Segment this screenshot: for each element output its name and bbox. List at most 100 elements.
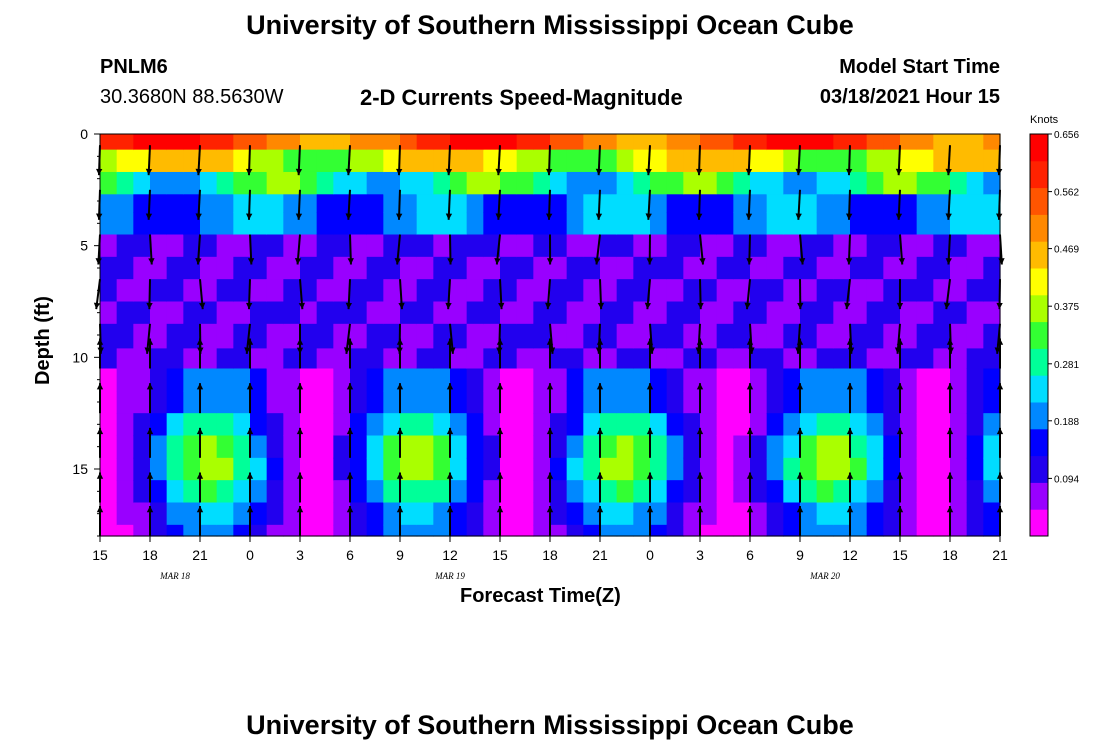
heatmap-cell [783,171,801,195]
heatmap-cell [283,149,301,173]
heatmap-cell [300,390,318,414]
station-coords: 30.3680N 88.5630W [100,86,284,108]
heatmap-cell [983,256,1001,280]
vector-arrowhead [495,213,502,220]
heatmap-cell [316,457,334,481]
heatmap-cell [850,171,868,195]
heatmap-cell [900,234,918,258]
heatmap-cell [966,301,984,325]
vector-arrowhead [195,168,202,176]
heatmap-cell [366,413,384,437]
vector-arrowhead [346,427,354,435]
heatmap-cell [150,524,168,537]
vector-arrowhead [245,302,253,310]
heatmap-cell [666,368,684,392]
heatmap-cell [400,435,418,459]
heatmap-cell [583,368,601,392]
heatmap-cell [900,502,918,526]
colorbar-swatch [1030,294,1048,323]
heatmap-cell [966,171,984,195]
x-tick-label: 9 [796,547,804,563]
heatmap-cell [583,212,601,236]
heatmap-cell [116,524,134,537]
vector-arrowhead [246,427,254,435]
heatmap-cell [550,480,568,504]
heatmap-cell [133,457,151,481]
heatmap-cell [250,323,268,349]
heatmap-cell [333,368,351,392]
vector-arrowhead [597,302,605,310]
heatmap-cell [133,256,151,280]
heatmap-cell [650,348,668,370]
heatmap-cell [683,390,701,414]
heatmap-cell [250,390,268,414]
colorbar-swatch [1030,455,1048,483]
heatmap-cell [566,323,584,349]
heatmap-cell [966,502,984,526]
heatmap-cell [166,234,184,258]
vector-arrowhead [946,338,954,345]
heatmap-cell [866,524,884,537]
heatmap-cell [516,149,534,173]
heatmap-cell [350,390,368,414]
vector-arrowhead [346,506,354,513]
heatmap-cell [300,134,318,151]
heatmap-cell [466,323,484,349]
heatmap-cell [166,323,184,349]
heatmap-cell [333,524,351,537]
heatmap-cell [383,348,401,370]
heatmap-cell [833,524,851,537]
heatmap-cell [750,194,768,213]
heatmap-cell [466,435,484,459]
heatmap-cell [583,390,601,414]
heatmap-cell [566,435,584,459]
heatmap-cell [733,149,751,173]
heatmap-cell [916,323,934,349]
heatmap-cell [350,301,368,325]
heatmap-cell [516,256,534,280]
heatmap-cell [483,234,501,258]
vector-arrowhead [844,302,851,310]
heatmap-cell [233,457,251,481]
heatmap-cell [950,134,968,151]
heatmap-cell [216,301,234,325]
vector-arrowhead [244,347,251,354]
heatmap-cell [816,234,834,258]
heatmap-cell [133,368,151,392]
heatmap-cell [166,435,184,459]
heatmap-cell [833,390,851,414]
vector-arrowhead [596,338,604,345]
heatmap-cell [466,348,484,370]
vector-arrowhead [945,168,952,176]
vector-arrowhead [246,338,254,345]
heatmap-cell [833,171,851,195]
heatmap-cell [600,171,618,195]
vector-arrowhead [645,168,652,176]
heatmap-cell [333,457,351,481]
heatmap-cell [966,390,984,414]
heatmap-cell [733,480,751,504]
heatmap-cell [150,435,168,459]
vector-arrowhead [696,383,704,390]
heatmap-cell [333,279,351,303]
heatmap-cell [616,413,634,437]
heatmap-cell [366,390,384,414]
heatmap-cell [700,149,718,173]
vector-arrowhead [744,302,751,310]
vector-arrowhead [594,257,601,265]
heatmap-cell [600,457,618,481]
heatmap-cell [200,502,218,526]
heatmap-cell [500,234,518,258]
heatmap-cell [966,134,984,151]
vector-arrowhead [896,472,904,479]
heatmap-cell [383,134,401,151]
heatmap-cell [850,348,868,370]
heatmap-cell [500,413,518,437]
heatmap-cell [416,435,434,459]
heatmap-cell [266,435,284,459]
vector-arrowhead [746,383,754,390]
y-tick-label: 10 [72,349,88,365]
heatmap-cell [933,524,951,537]
heatmap-cell [783,234,801,258]
